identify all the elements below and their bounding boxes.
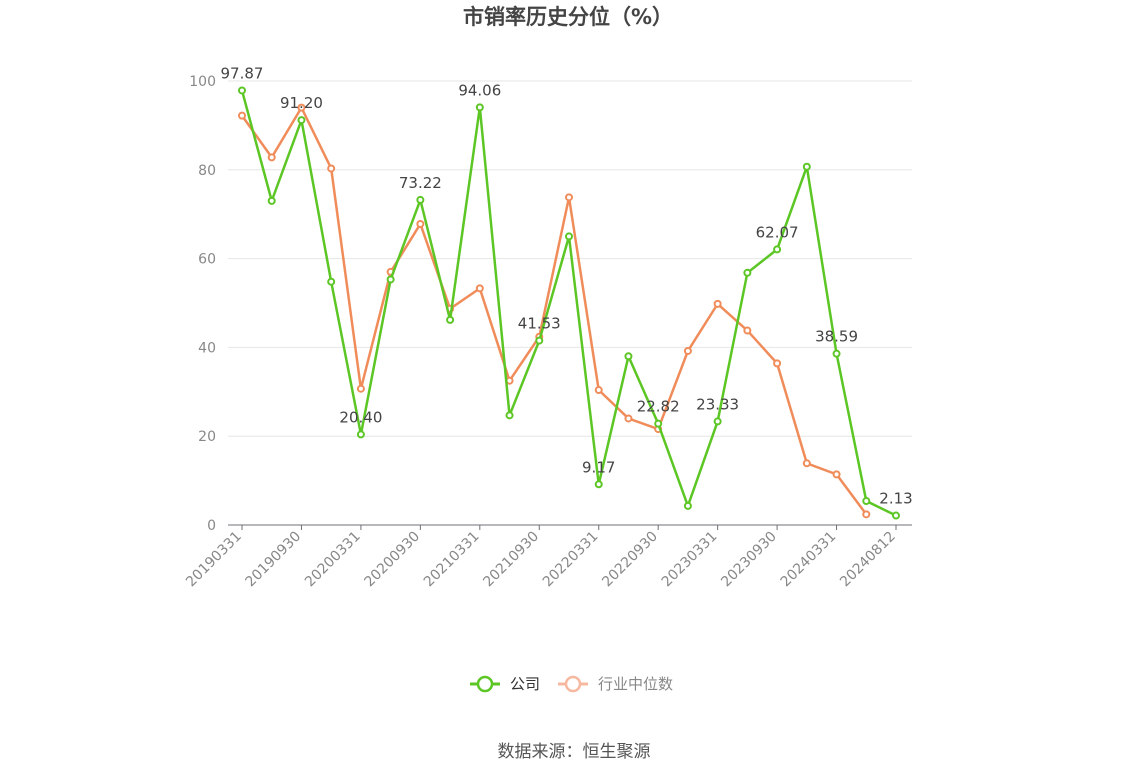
data-label: 91.20 bbox=[280, 94, 323, 112]
x-tick-label: 20220930 bbox=[599, 529, 661, 591]
x-tick-label: 20190930 bbox=[243, 529, 305, 591]
data-point bbox=[416, 219, 425, 228]
data-label: 94.06 bbox=[458, 81, 501, 99]
data-point bbox=[297, 116, 306, 125]
data-point bbox=[475, 103, 484, 112]
series-line-1 bbox=[240, 106, 868, 516]
y-tick-label: 40 bbox=[198, 340, 216, 356]
data-point bbox=[683, 501, 692, 510]
data-label: 41.53 bbox=[518, 315, 561, 333]
data-point bbox=[773, 359, 782, 368]
data-point bbox=[416, 195, 425, 204]
x-tick-label: 20200930 bbox=[361, 529, 423, 591]
data-point bbox=[802, 459, 811, 468]
data-point bbox=[565, 193, 573, 202]
data-point bbox=[832, 470, 841, 479]
y-tick-label: 60 bbox=[198, 252, 216, 268]
data-point bbox=[475, 284, 484, 293]
data-labels: 97.87 91.20 20.40 73.22 94.06 41.53 9.17 22.82 2… bbox=[221, 64, 913, 507]
data-point bbox=[356, 430, 365, 439]
data-point bbox=[535, 336, 544, 345]
data-label: 97.87 bbox=[221, 64, 264, 82]
y-tick-label: 20 bbox=[198, 429, 216, 445]
data-label: 73.22 bbox=[399, 174, 442, 192]
x-tick-label: 20240812 bbox=[837, 529, 899, 591]
grid-lines bbox=[228, 80, 912, 437]
data-point bbox=[446, 315, 455, 324]
legend-item-industry-median[interactable]: 行业中位数 bbox=[558, 675, 673, 693]
y-tick-label: 80 bbox=[198, 163, 216, 179]
data-point bbox=[565, 232, 573, 241]
source-note: 数据来源：恒生聚源 bbox=[498, 742, 651, 762]
data-point bbox=[267, 153, 276, 162]
data-label: 62.07 bbox=[756, 223, 799, 241]
data-point bbox=[594, 386, 603, 395]
data-point bbox=[892, 511, 900, 520]
x-tick-label: 20210930 bbox=[480, 529, 542, 591]
data-point bbox=[743, 268, 752, 277]
data-point bbox=[713, 299, 722, 308]
series-group bbox=[238, 86, 900, 520]
x-tick-label: 20190331 bbox=[183, 529, 245, 591]
y-tick-label: 0 bbox=[207, 518, 216, 534]
data-label: 22.82 bbox=[637, 398, 680, 416]
x-tick-label: 20230930 bbox=[718, 529, 780, 591]
data-point bbox=[802, 162, 811, 171]
data-point bbox=[267, 196, 276, 205]
x-tick-label: 20220331 bbox=[540, 529, 602, 591]
x-tick-label: 20240331 bbox=[778, 529, 840, 591]
data-point bbox=[297, 103, 306, 112]
legend-item-company[interactable]: 公司 bbox=[470, 675, 540, 693]
data-label: 20.40 bbox=[339, 408, 382, 426]
data-point bbox=[743, 326, 752, 335]
data-point bbox=[624, 414, 633, 423]
y-tick-label: 100 bbox=[189, 74, 216, 90]
data-point bbox=[594, 480, 603, 489]
data-point bbox=[327, 277, 336, 286]
chart-title: 市销率历史分位（%） bbox=[463, 5, 673, 29]
x-tick-label: 20210331 bbox=[421, 529, 483, 591]
data-point bbox=[327, 164, 336, 173]
data-point bbox=[356, 384, 365, 393]
legend-label-industry-median: 行业中位数 bbox=[598, 675, 673, 693]
legend: 公司 行业中位数 bbox=[470, 675, 673, 693]
data-point bbox=[654, 419, 663, 428]
y-axis: 0 20 40 60 80 100 bbox=[189, 74, 216, 534]
data-point bbox=[238, 111, 246, 120]
data-point bbox=[862, 497, 871, 506]
series-line-0 bbox=[240, 90, 897, 517]
x-axis: 2019033120190930202003312020093020210331… bbox=[183, 524, 912, 591]
x-tick-label: 20200331 bbox=[302, 529, 364, 591]
data-label: 9.17 bbox=[582, 458, 615, 476]
data-point bbox=[773, 245, 782, 254]
data-point bbox=[862, 510, 871, 519]
data-label: 2.13 bbox=[879, 490, 912, 508]
data-point bbox=[832, 349, 841, 358]
data-point bbox=[624, 352, 633, 361]
data-label: 38.59 bbox=[815, 328, 858, 346]
data-label: 23.33 bbox=[696, 395, 739, 413]
data-point bbox=[505, 411, 514, 420]
x-tick-label: 20230331 bbox=[659, 529, 721, 591]
data-point bbox=[683, 346, 692, 355]
data-point bbox=[238, 86, 246, 95]
data-point bbox=[386, 275, 395, 284]
legend-label-company: 公司 bbox=[510, 675, 540, 693]
data-point bbox=[713, 417, 722, 426]
